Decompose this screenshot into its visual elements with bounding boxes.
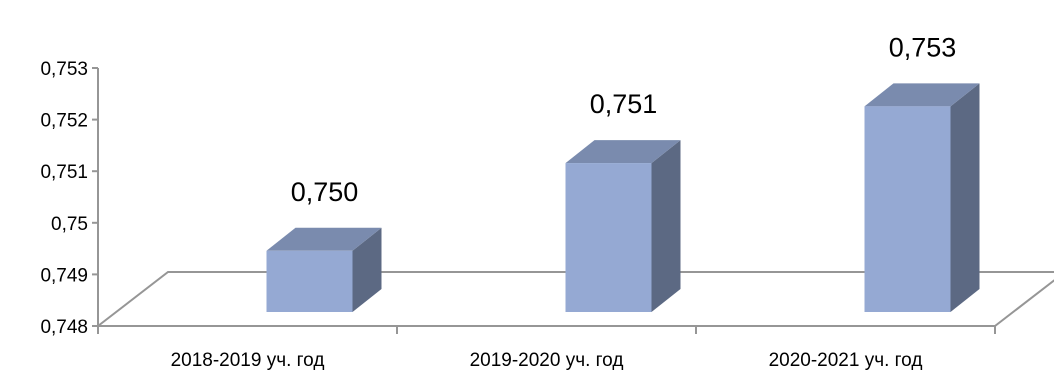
bar	[266, 227, 382, 312]
x-category-label: 2020-2021 уч. год	[769, 350, 923, 371]
bar-side-face	[651, 140, 681, 312]
bar-top-face	[565, 140, 681, 164]
bar-side-face	[352, 227, 382, 312]
y-tick-label: 0,748	[40, 317, 88, 338]
bar-front-face	[565, 163, 652, 312]
bar-front-face	[864, 106, 951, 312]
y-tick-label: 0,752	[40, 111, 88, 132]
bar-data-label: 0,750	[291, 177, 359, 207]
y-tick-label: 0,749	[40, 265, 88, 286]
x-category-label: 2019-2020 уч. год	[470, 350, 624, 371]
y-tick-label: 0,75	[51, 214, 88, 235]
bar-data-label: 0,753	[889, 32, 957, 62]
bar-data-label: 0,751	[590, 89, 658, 119]
x-category-label: 2018-2019 уч. год	[171, 350, 325, 371]
y-tick-label: 0,751	[40, 162, 88, 183]
bar	[864, 83, 980, 312]
bar	[565, 140, 681, 312]
y-tick-label: 0,753	[40, 59, 88, 80]
bar-top-face	[266, 227, 382, 251]
bar-front-face	[266, 250, 353, 312]
bar-side-face	[950, 83, 980, 312]
bar-top-face	[864, 83, 980, 107]
